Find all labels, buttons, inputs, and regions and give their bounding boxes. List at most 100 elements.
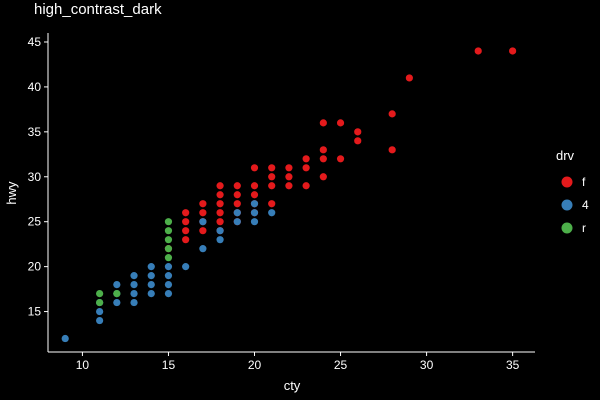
data-point-drv-f xyxy=(250,182,259,190)
data-point-drv-f xyxy=(216,200,224,208)
data-point-drv-4 xyxy=(199,245,207,253)
legend-key-f xyxy=(561,176,573,188)
data-point-drv-r xyxy=(96,289,104,298)
data-point-drv-4 xyxy=(268,209,276,217)
y-axis-ticks: 15 20 25 30 35 40 45 xyxy=(28,35,48,319)
data-point-drv-4 xyxy=(96,316,104,325)
legend: drv f 4 r xyxy=(556,148,589,235)
data-point-drv-4 xyxy=(233,218,241,226)
data-point-drv-f xyxy=(182,236,190,244)
data-point-drv-f xyxy=(285,182,293,190)
data-point-drv-r xyxy=(164,218,173,226)
data-point-drv-f xyxy=(233,182,241,190)
data-point-drv-r xyxy=(164,236,173,244)
data-point-drv-4 xyxy=(113,281,121,289)
data-point-drv-f xyxy=(319,119,327,127)
legend-key-r xyxy=(561,222,573,234)
data-point-drv-4 xyxy=(147,272,155,280)
data-point-drv-r xyxy=(164,254,173,262)
data-point-drv-4 xyxy=(164,263,173,271)
data-point-drv-f xyxy=(199,200,207,208)
data-point-drv-4 xyxy=(199,218,207,226)
data-point-drv-f xyxy=(336,155,345,163)
data-point-drv-f xyxy=(302,182,310,190)
data-point-drv-4 xyxy=(130,298,138,307)
y-axis-title: hwy xyxy=(4,181,19,205)
x-tick-label: 10 xyxy=(76,358,90,372)
x-tick-label: 30 xyxy=(420,358,434,372)
data-point-drv-f xyxy=(250,191,259,199)
data-point-drv-f xyxy=(405,74,413,82)
legend-label-4: 4 xyxy=(582,198,589,212)
data-point-drv-f xyxy=(319,155,327,163)
data-point-drv-f xyxy=(268,164,276,172)
data-point-drv-f xyxy=(199,227,207,235)
data-point-drv-f xyxy=(250,164,259,172)
data-point-drv-4 xyxy=(164,289,173,298)
data-point-drv-4 xyxy=(147,263,155,271)
x-axis-title: cty xyxy=(284,378,301,393)
data-point-drv-f xyxy=(268,182,276,190)
legend-label-f: f xyxy=(582,175,586,189)
data-point-drv-4 xyxy=(147,281,155,289)
data-point-drv-f xyxy=(199,209,207,217)
y-tick-label: 35 xyxy=(28,125,42,139)
data-point-drv-r xyxy=(113,289,121,298)
x-tick-label: 15 xyxy=(162,358,176,372)
data-point-drv-4 xyxy=(130,272,138,280)
data-point-drv-4 xyxy=(61,334,69,343)
data-point-drv-4 xyxy=(113,298,121,307)
data-point-drv-f xyxy=(388,146,396,154)
legend-label-r: r xyxy=(582,221,586,235)
data-point-drv-4 xyxy=(216,236,224,244)
x-axis-ticks: 10 15 20 25 30 35 xyxy=(76,352,520,372)
data-point-drv-4 xyxy=(250,209,259,217)
data-point-drv-r xyxy=(164,227,173,235)
data-point-drv-f xyxy=(216,209,224,217)
y-tick-label: 40 xyxy=(28,80,42,94)
data-point-drv-f xyxy=(302,155,310,163)
chart-title: high_contrast_dark xyxy=(34,1,162,18)
data-point-drv-4 xyxy=(182,263,190,271)
data-point-drv-f xyxy=(319,146,327,154)
legend-key-4 xyxy=(561,199,573,211)
data-point-drv-4 xyxy=(130,289,138,298)
data-point-drv-f xyxy=(182,209,190,217)
x-tick-label: 35 xyxy=(506,358,520,372)
y-tick-label: 20 xyxy=(28,260,42,274)
data-point-drv-f xyxy=(268,173,276,181)
data-point-drv-f xyxy=(216,218,224,226)
data-point-drv-f xyxy=(509,47,517,55)
data-point-drv-f xyxy=(182,218,190,226)
data-point-drv-4 xyxy=(250,200,259,208)
data-point-drv-f xyxy=(388,110,396,118)
data-point-drv-4 xyxy=(164,272,173,280)
data-point-drv-4 xyxy=(130,281,138,289)
data-point-drv-f xyxy=(302,164,310,172)
data-point-drv-f xyxy=(354,128,362,136)
y-tick-label: 25 xyxy=(28,215,42,229)
data-point-drv-4 xyxy=(250,218,259,226)
data-point-drv-f xyxy=(336,119,345,127)
points-layer xyxy=(61,47,517,343)
x-tick-label: 20 xyxy=(248,358,262,372)
data-point-drv-f xyxy=(319,173,327,181)
data-point-drv-f xyxy=(233,191,241,199)
y-tick-label: 30 xyxy=(28,170,42,184)
data-point-drv-f xyxy=(182,227,190,235)
data-point-drv-r xyxy=(96,298,104,307)
data-point-drv-f xyxy=(216,191,224,199)
data-point-drv-f xyxy=(285,164,293,172)
legend-entries: f 4 r xyxy=(561,175,589,235)
y-tick-label: 15 xyxy=(28,305,42,319)
y-tick-label: 45 xyxy=(28,35,42,49)
data-point-drv-r xyxy=(164,245,173,253)
x-tick-label: 25 xyxy=(334,358,348,372)
data-point-drv-f xyxy=(474,47,482,55)
data-point-drv-4 xyxy=(96,307,104,316)
data-point-drv-f xyxy=(268,200,276,208)
data-point-drv-4 xyxy=(216,227,224,235)
data-point-drv-4 xyxy=(164,281,173,289)
